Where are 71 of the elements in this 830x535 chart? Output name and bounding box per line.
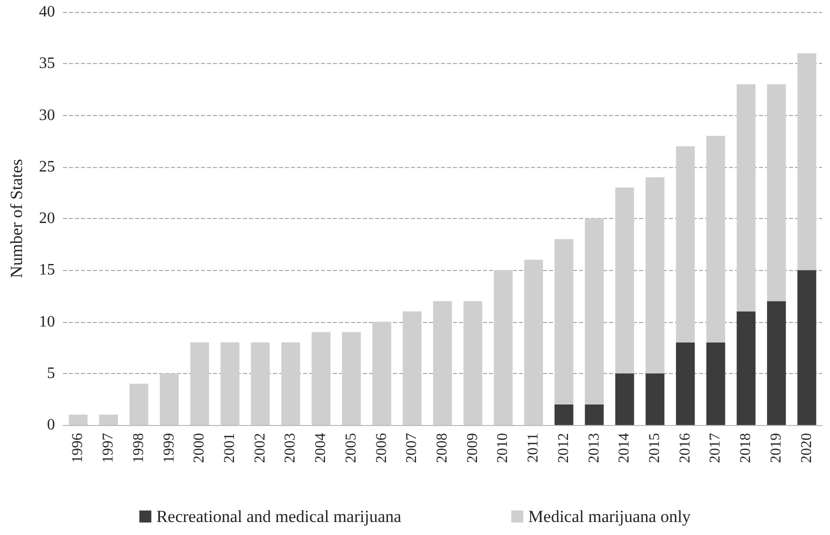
x-tick-label: 2008 [434, 433, 450, 463]
x-tick-label: 1998 [130, 433, 147, 463]
x-tick-label: 2015 [647, 433, 664, 463]
x-tick-label: 2014 [616, 432, 633, 463]
bar [584, 218, 604, 404]
bar [676, 146, 695, 342]
x-tick-label: 2009 [464, 433, 481, 463]
bar [250, 342, 270, 425]
y-tick-label: 40 [39, 4, 55, 20]
bar [160, 373, 179, 425]
bar [706, 342, 726, 425]
x-tick-label: 2018 [738, 433, 754, 463]
bar [797, 270, 816, 425]
bar [736, 84, 756, 312]
x-tick-label: 2003 [282, 433, 299, 463]
bar [615, 188, 634, 374]
legend-label: Recreational and medical marijuana [156, 507, 402, 526]
bar [524, 260, 543, 425]
x-tick-label: 2005 [343, 433, 360, 463]
legend-label: Medical marijuana only [528, 507, 692, 526]
x-tick-label: 1997 [100, 432, 117, 463]
bar [281, 342, 300, 425]
x-tick-label: 2002 [252, 433, 268, 463]
y-tick-label: 35 [39, 55, 55, 72]
bar [767, 84, 786, 302]
y-tick-label: 5 [47, 364, 55, 382]
bar [676, 342, 695, 425]
bar [129, 384, 148, 425]
y-tick-label: 25 [39, 158, 55, 176]
bar [494, 270, 513, 425]
x-tick-label: 2017 [708, 432, 724, 463]
bar [433, 301, 452, 425]
x-tick-label: 2019 [768, 433, 784, 463]
bar [646, 177, 664, 374]
bar [190, 342, 210, 425]
bar [646, 373, 664, 425]
bar [797, 53, 816, 270]
y-tick-label: 20 [39, 210, 55, 227]
bar [554, 404, 574, 425]
bar [372, 322, 392, 425]
x-tick-label: 2000 [192, 433, 208, 463]
bar [615, 373, 634, 425]
bar [68, 414, 88, 425]
y-tick-label: 0 [47, 416, 55, 434]
x-tick-label: 2010 [495, 433, 512, 463]
x-tick-label: 1996 [70, 432, 86, 463]
x-tick-label: 1999 [161, 433, 178, 463]
y-tick-label: 15 [39, 262, 55, 279]
x-tick-label: 2013 [586, 433, 602, 463]
x-tick-label: 2006 [374, 432, 390, 463]
x-tick-label: 2011 [526, 433, 542, 462]
bar [736, 311, 756, 425]
bar [220, 342, 240, 425]
y-axis-title: Number of States [7, 159, 26, 278]
x-tick-label: 2020 [798, 433, 815, 463]
y-tick-label: 30 [39, 106, 55, 124]
bar [312, 332, 330, 425]
bar [706, 136, 726, 342]
bar [584, 404, 604, 425]
bar [463, 301, 482, 425]
x-tick-label: 2007 [404, 432, 420, 463]
x-tick-label: 2012 [556, 433, 572, 463]
x-tick-label: 2001 [222, 433, 238, 463]
x-tick-label: 2016 [677, 432, 694, 463]
bar [99, 414, 118, 425]
x-tick-label: 2004 [313, 432, 330, 463]
bar [554, 239, 574, 404]
bar [767, 301, 786, 425]
y-tick-label: 10 [39, 313, 55, 330]
bar [402, 311, 422, 425]
bar [342, 332, 361, 425]
